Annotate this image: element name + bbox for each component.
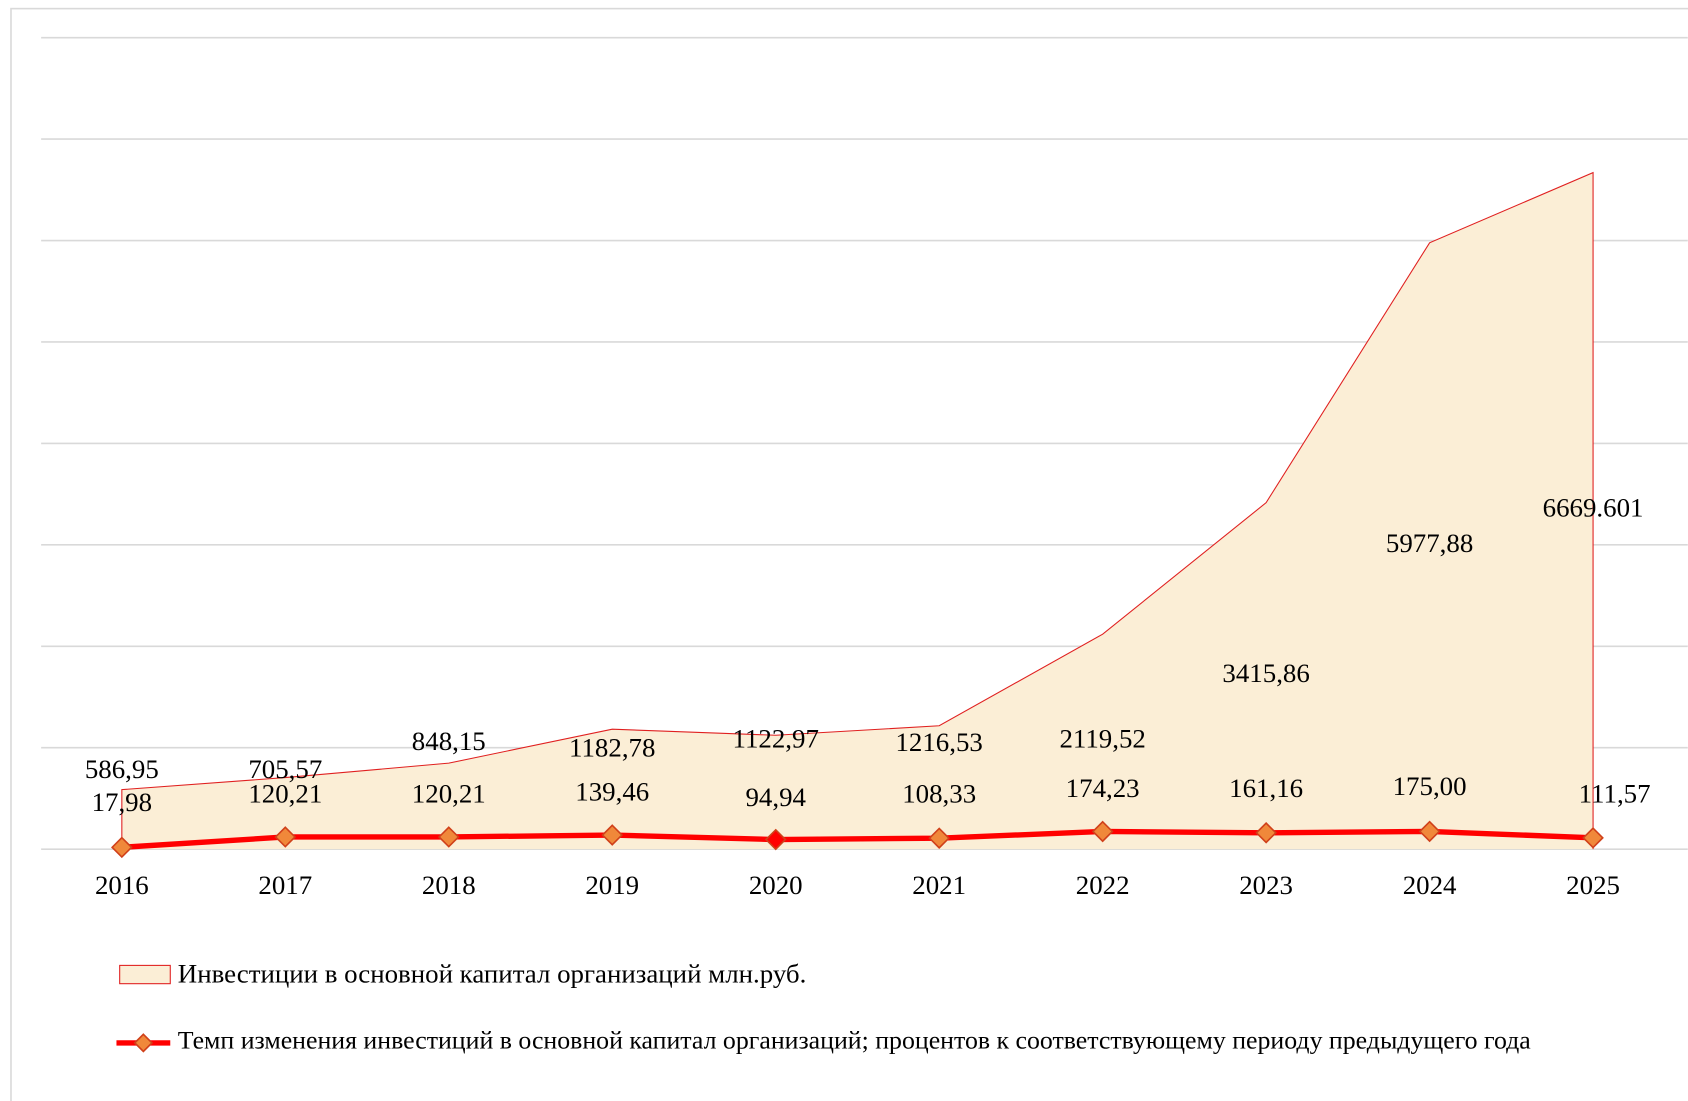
data-label: 705,57 (248, 754, 322, 784)
area-outline (121, 171, 1594, 850)
data-label: 6669.601 (1543, 492, 1644, 522)
line (121, 828, 1594, 851)
data-label: 586,95 (85, 754, 159, 784)
data-label: 848,15 (412, 726, 486, 756)
x-tick-label: 2017 (258, 870, 312, 900)
area (121, 172, 1594, 850)
marker (601, 824, 624, 846)
legend-marker (133, 1033, 154, 1053)
data-label: 161,16 (1229, 773, 1303, 803)
marker (1091, 820, 1114, 843)
x-tick-label: 2020 (749, 870, 803, 900)
marker (274, 826, 297, 848)
data-label: 1122,97 (733, 724, 819, 754)
legend-text-box: Темп изменения инвестиций в основной кап… (177, 1026, 1531, 1055)
data-label: 3415,86 (1222, 658, 1309, 688)
marker (928, 827, 951, 849)
x-tick-label: 2024 (1403, 870, 1457, 900)
x-tick-label: 2018 (422, 870, 476, 900)
x-tick-label: 2022 (1076, 870, 1130, 900)
data-label: 139,46 (575, 776, 649, 806)
data-label: 1216,53 (895, 727, 982, 757)
data-label: 1182,78 (569, 732, 655, 762)
data-label: 111,57 (1579, 779, 1651, 809)
legend-swatch-area (119, 964, 171, 985)
x-tick-label: 2019 (585, 870, 639, 900)
data-label: 174,23 (1066, 773, 1140, 803)
legend-label: Инвестиции в основной капитал организаци… (178, 958, 807, 988)
data-label: 120,21 (248, 779, 322, 809)
x-tick-label: 2021 (912, 870, 966, 900)
marker (111, 836, 133, 859)
data-label: 17,98 (92, 787, 153, 817)
chart-frame (10, 7, 1688, 1101)
data-label: 108,33 (902, 779, 976, 809)
x-tick-label: 2023 (1239, 870, 1293, 900)
data-label: 175,00 (1393, 771, 1467, 801)
marker (1255, 821, 1277, 844)
legend-label: Темп изменения инвестиций в основной кап… (177, 1026, 1531, 1055)
x-tick-label: 2016 (95, 870, 149, 900)
marker (764, 828, 787, 851)
data-label: 94,94 (745, 782, 806, 812)
marker (437, 826, 460, 848)
x-tick-label: 2025 (1566, 870, 1620, 900)
marker (1582, 827, 1604, 849)
marker (1418, 820, 1441, 843)
data-label: 2119,52 (1059, 724, 1145, 754)
data-label: 120,21 (412, 779, 486, 809)
data-label: 5977,88 (1386, 528, 1473, 558)
